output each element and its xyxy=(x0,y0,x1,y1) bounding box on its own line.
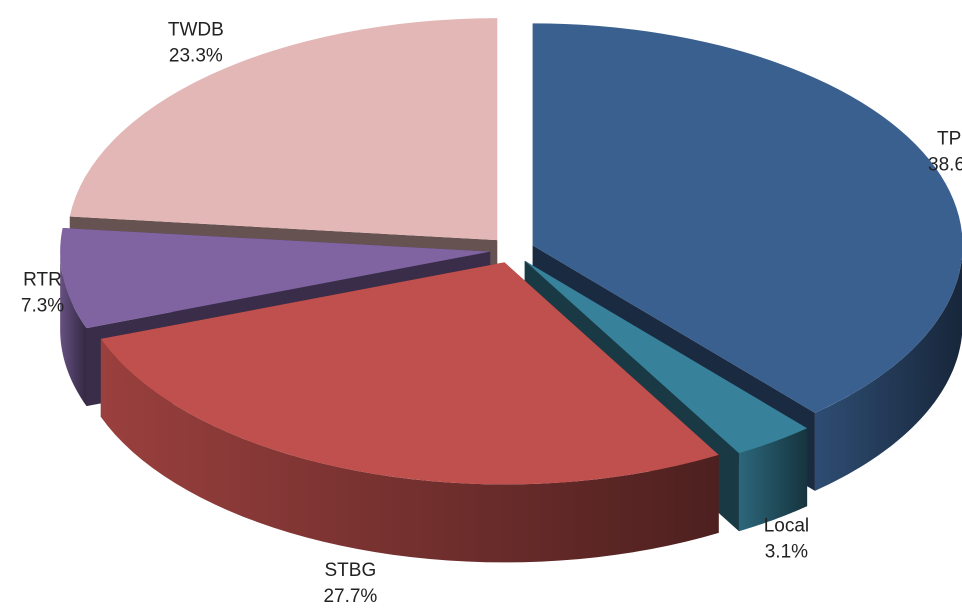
slice-name: RTR xyxy=(23,269,62,290)
slice-top xyxy=(69,18,498,241)
slice-value: 3.1% xyxy=(765,542,808,563)
slice-name: TWDB xyxy=(168,20,224,41)
slice-top xyxy=(100,262,719,485)
slice-wall xyxy=(60,251,87,407)
slice-value: 38.6% xyxy=(928,155,962,176)
slice-name: Local xyxy=(764,516,809,537)
pie-slice xyxy=(100,262,719,563)
slice-top xyxy=(60,227,491,329)
slice-name: TPF xyxy=(937,129,962,150)
slice-wall xyxy=(100,338,719,563)
slice-wall xyxy=(814,256,962,491)
slice-name: STBG xyxy=(325,560,377,581)
slice-value: 23.3% xyxy=(169,46,223,67)
slice-top xyxy=(524,260,808,454)
slice-value: 7.3% xyxy=(21,295,64,316)
slice-value: 27.7% xyxy=(323,586,377,607)
slice-wall xyxy=(738,428,808,532)
slice-top xyxy=(532,23,962,413)
